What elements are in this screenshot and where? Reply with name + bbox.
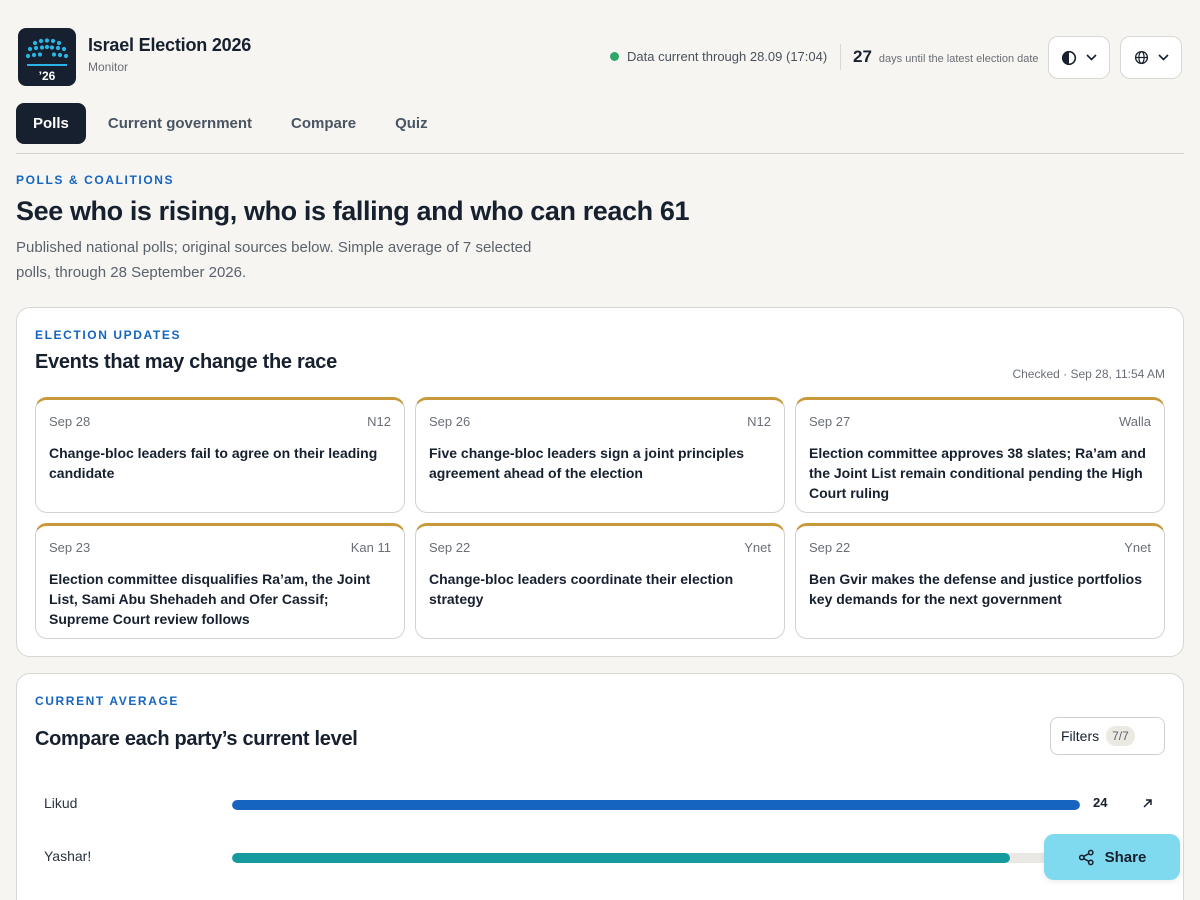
update-source: N12	[747, 414, 771, 429]
status-dot-icon	[610, 52, 619, 61]
tab-quiz[interactable]: Quiz	[395, 115, 428, 132]
election-countdown: 27 days until the latest election date	[853, 47, 1039, 67]
update-card[interactable]: Sep 22 Ynet Ben Gvir makes the defense an…	[795, 523, 1165, 639]
page-description: Published national polls; original sourc…	[16, 239, 532, 281]
update-source: Kan 11	[350, 540, 391, 555]
updates-title: Events that may change the race	[35, 351, 337, 373]
knesset-dots-icon	[25, 38, 69, 66]
update-date: Sep 22	[809, 540, 851, 555]
update-card[interactable]: Sep 26 N12 Five change-bloc leaders sign …	[415, 397, 785, 513]
tab-polls[interactable]: Polls	[16, 103, 86, 144]
average-title: Compare each party’s current level	[35, 728, 358, 750]
updates-eyebrow: ELECTION UPDATES	[35, 328, 182, 342]
election-updates-panel: ELECTION UPDATES Events that may change …	[16, 307, 1184, 657]
tab-compare[interactable]: Compare	[291, 115, 357, 132]
party-row-likud[interactable]: Likud 24	[44, 795, 1160, 815]
update-card[interactable]: Sep 23 Kan 11 Election committee disquali…	[35, 523, 405, 639]
share-label: Share	[1104, 848, 1147, 866]
globe-icon	[1134, 50, 1148, 65]
update-date: Sep 23	[49, 540, 91, 555]
update-text: Election committee disqualifies Ra’am, t…	[49, 571, 371, 627]
update-card[interactable]: Sep 22 Ynet Change-bloc leaders coordinat…	[415, 523, 785, 639]
share-icon	[1078, 849, 1094, 865]
update-card[interactable]: Sep 28 N12 Change-bloc leaders fail to ag…	[35, 397, 405, 513]
update-date: Sep 26	[429, 414, 471, 429]
update-source: Ynet	[744, 540, 771, 555]
filters-count-badge: 7/7	[1106, 726, 1135, 746]
update-date: Sep 28	[49, 414, 91, 429]
language-button[interactable]	[1120, 36, 1182, 79]
average-eyebrow: CURRENT AVERAGE	[35, 694, 180, 708]
theme-toggle-button[interactable]	[1048, 36, 1110, 79]
countdown-label: days until the latest election date	[878, 53, 1039, 65]
party-name: Yashar!	[44, 848, 92, 864]
update-source: Ynet	[1124, 540, 1151, 555]
app-subtitle: Monitor	[88, 60, 129, 74]
party-bar-fill	[232, 800, 1080, 810]
tab-current-government[interactable]: Current government	[107, 115, 253, 132]
chevron-down-icon	[1157, 54, 1169, 61]
main-tabs: Polls Current government Compare Quiz	[16, 103, 450, 144]
chevron-down-icon	[1086, 54, 1097, 61]
countdown-number: 27	[853, 47, 872, 66]
tabs-divider	[16, 153, 1184, 154]
data-status: Data current through 28.09 (17:04)	[610, 49, 827, 64]
update-text: Five change-bloc leaders sign a joint pr…	[429, 445, 745, 481]
contrast-icon	[1061, 50, 1077, 65]
filters-button[interactable]: Filters 7/7	[1050, 717, 1165, 755]
party-row-yashar[interactable]: Yashar!	[44, 848, 1160, 868]
party-bar-fill	[232, 853, 1010, 863]
arrow-up-right-icon[interactable]	[1142, 798, 1153, 809]
app-logo[interactable]: ’26	[18, 28, 76, 86]
party-bar-track	[232, 853, 1080, 863]
header-divider	[840, 44, 841, 70]
logo-year: ’26	[38, 69, 56, 83]
update-text: Election committee approves 38 slates; R…	[809, 445, 1146, 501]
update-card[interactable]: Sep 27 Walla Election committee approves …	[795, 397, 1165, 513]
filters-label: Filters	[1061, 728, 1100, 744]
updates-checked-time: Checked · Sep 28, 11:54 AM	[1012, 367, 1165, 381]
update-text: Change-bloc leaders coordinate their ele…	[429, 571, 734, 607]
status-text: Data current through 28.09 (17:04)	[627, 49, 828, 64]
share-button[interactable]: Share	[1044, 834, 1180, 880]
current-average-panel: CURRENT AVERAGE Compare each party’s cur…	[16, 673, 1184, 900]
update-source: N12	[367, 414, 391, 429]
party-name: Likud	[44, 795, 78, 811]
update-date: Sep 27	[809, 414, 851, 429]
party-seats: 24	[1093, 795, 1108, 810]
update-date: Sep 22	[429, 540, 471, 555]
hero-eyebrow: POLLS & COALITIONS	[16, 173, 175, 187]
party-bar-track	[232, 800, 1080, 810]
brand: Israel Election 2026 Monitor	[88, 35, 251, 74]
page-title: See who is rising, who is falling and wh…	[16, 196, 690, 226]
update-source: Walla	[1118, 414, 1151, 429]
app-title: Israel Election 2026	[88, 35, 252, 55]
updates-cards: Sep 28 N12 Change-bloc leaders fail to ag…	[35, 397, 1166, 639]
app-header: ’26 Israel Election 2026 Monitor Data cu…	[18, 28, 1182, 86]
update-text: Ben Gvir makes the defense and justice p…	[809, 571, 1142, 607]
update-text: Change-bloc leaders fail to agree on the…	[49, 445, 378, 481]
